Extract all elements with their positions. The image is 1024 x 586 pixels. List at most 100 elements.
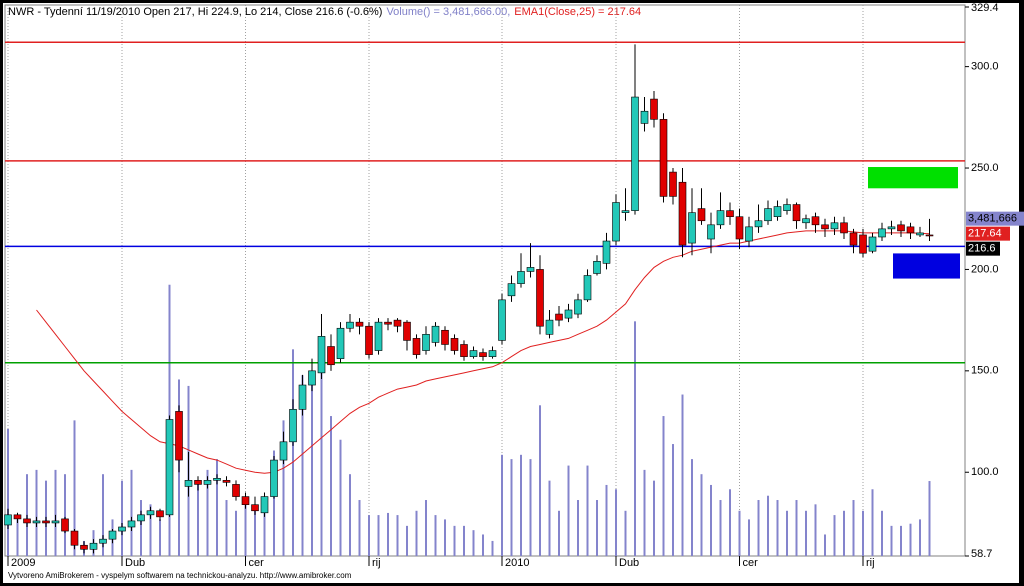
candle-body — [498, 299, 506, 341]
candle-body — [783, 204, 791, 211]
volume-bar — [805, 510, 807, 556]
candle-body — [897, 224, 905, 232]
candle-body — [279, 441, 288, 461]
candle-body — [669, 171, 677, 197]
candle-body — [70, 530, 79, 546]
candle-body — [678, 181, 687, 246]
volume-bar — [843, 510, 845, 556]
candle-body — [526, 267, 535, 272]
volume-bar — [377, 515, 380, 556]
candle-body — [602, 240, 611, 264]
y-tick-label: 300.0 — [971, 61, 999, 73]
candle-body — [830, 222, 839, 230]
volume-bar — [881, 510, 883, 556]
candle-body — [327, 346, 335, 366]
volume-bar — [54, 469, 57, 556]
candle-body — [108, 530, 117, 540]
volume-bar — [140, 500, 142, 556]
volume-bar — [510, 459, 513, 556]
candle-body — [754, 220, 763, 228]
candle-body — [650, 98, 658, 120]
candle-body — [384, 321, 392, 325]
candle-body — [4, 514, 12, 526]
volume-bar — [415, 510, 418, 556]
candle-body — [479, 352, 487, 357]
volume-bar — [643, 469, 646, 556]
candle-body — [583, 275, 592, 301]
candle-body — [156, 510, 164, 518]
volume-bar — [216, 459, 218, 556]
volume-bar — [235, 510, 237, 556]
badge-label: 217.64 — [968, 228, 1002, 240]
volume-bar — [273, 450, 275, 556]
volume-bar — [7, 428, 9, 556]
volume-bar — [548, 480, 551, 556]
volume-bar — [909, 523, 912, 556]
candle-body — [697, 208, 706, 222]
candle-body — [688, 212, 696, 244]
candle-body — [621, 210, 630, 213]
volume-bar — [890, 525, 893, 556]
zone — [868, 167, 958, 189]
volume-bar — [339, 439, 342, 556]
candle-body — [488, 350, 497, 357]
y-tick-label: 150.0 — [971, 365, 999, 377]
volume-bar — [833, 515, 836, 556]
volume-bar — [567, 465, 570, 556]
candle-body — [127, 520, 136, 528]
volume-bar — [292, 349, 294, 556]
volume-bar — [491, 540, 494, 556]
plot-frame — [4, 4, 966, 557]
candle-body — [811, 216, 820, 226]
volume-bar — [691, 459, 693, 556]
candle-body — [346, 321, 354, 329]
y-tick-label: 100.0 — [971, 466, 999, 478]
candle-body — [32, 520, 41, 524]
candle-body — [13, 514, 22, 520]
candle-body — [336, 327, 345, 359]
badge-close — [966, 241, 1000, 256]
volume-bar — [605, 484, 608, 556]
candle-body — [422, 334, 430, 351]
candle-body — [469, 350, 478, 357]
volume-bar — [472, 530, 475, 556]
candle-body — [792, 204, 801, 222]
candle-body — [745, 226, 753, 242]
candle-body — [659, 119, 668, 197]
candle-body — [735, 216, 744, 240]
volume-bar — [596, 500, 598, 556]
candle-body — [374, 321, 383, 351]
candle-body — [631, 96, 639, 211]
y-tick-label: 250.0 — [971, 162, 999, 174]
volume-bar — [767, 495, 769, 556]
volume-bar — [852, 500, 855, 556]
candle-body — [51, 520, 60, 524]
y-tick-label: 200.0 — [971, 263, 999, 275]
badge-volume — [966, 211, 1024, 226]
volume-bar — [121, 480, 123, 556]
volume-bar — [862, 510, 864, 556]
candle-body — [403, 321, 411, 341]
volume-bar — [130, 469, 133, 556]
candle-body — [118, 526, 126, 532]
footer: Vytvoreno AmiBrokerem - vyspelym softwar… — [8, 571, 352, 580]
candle-body — [916, 232, 924, 236]
volume-bar — [624, 510, 627, 556]
header-part: EMA1(Close,25) = 217.64 — [514, 6, 641, 18]
volume-bar — [320, 355, 323, 556]
header: NWR - Tydenní 11/19/2010 Open 217, Hi 22… — [8, 6, 641, 18]
volume-bar — [349, 474, 351, 556]
candle-body — [241, 496, 250, 505]
volume-bar — [358, 500, 361, 556]
y-tick-label: 329.4 — [971, 2, 999, 14]
candle-body — [545, 319, 554, 335]
volume-bar — [776, 500, 779, 556]
x-tick-label: cer — [249, 557, 265, 569]
candle-body — [536, 269, 544, 327]
candle-body — [165, 419, 174, 516]
candle-body — [61, 518, 69, 532]
volume-bar — [672, 444, 674, 556]
badge-label: 216.6 — [968, 243, 996, 255]
volume-bar — [463, 525, 465, 556]
candle-body — [555, 313, 563, 321]
